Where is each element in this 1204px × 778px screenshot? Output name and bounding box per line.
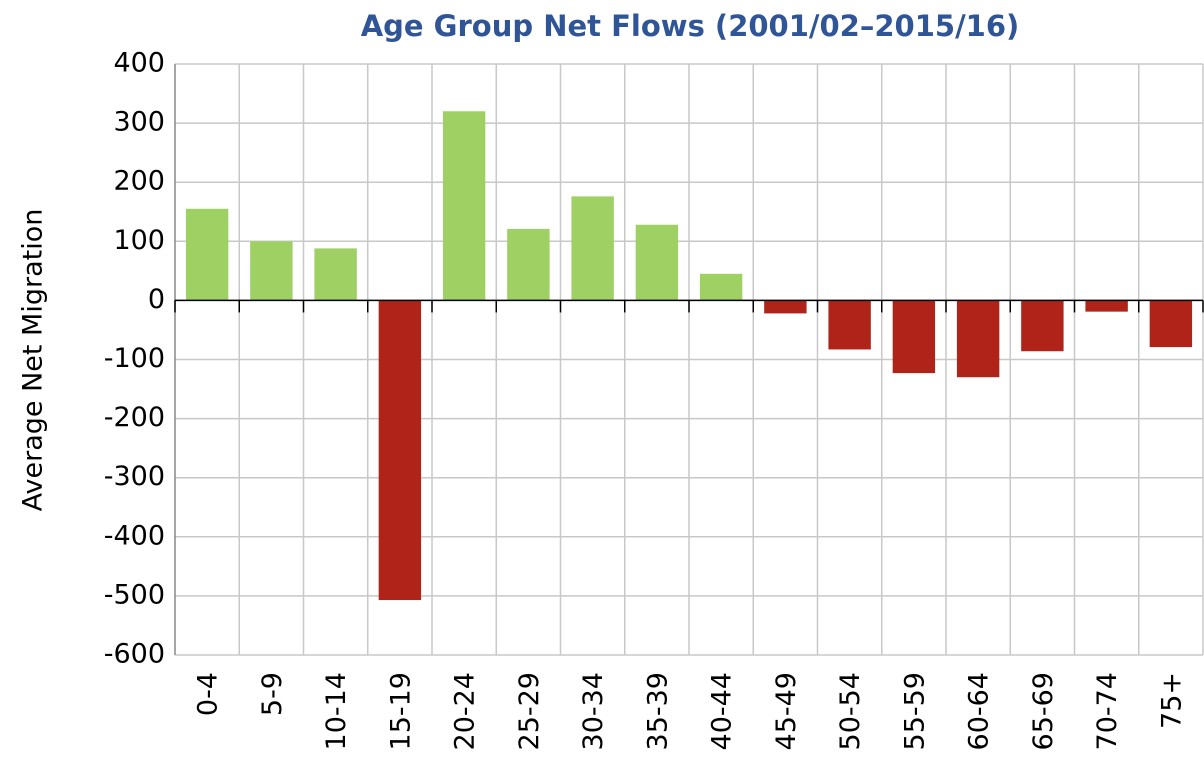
bar [956,300,1000,378]
y-tick-label: 0 [148,284,165,315]
bar [250,241,293,301]
chart-title: Age Group Net Flows (2001/02–2015/16) [361,9,1020,43]
bar [314,248,357,301]
x-tick-label: 60-64 [964,672,995,750]
y-tick-label: -100 [104,343,165,374]
y-tick-label: -400 [104,520,165,551]
bar [699,273,743,301]
x-tick-label: 0-4 [193,672,224,716]
y-tick-label: 400 [113,48,165,79]
y-tick-label: 100 [113,225,165,256]
x-tick-label: 20-24 [450,672,481,750]
y-axis-label: Average Net Migration [18,209,49,512]
x-tick-label: 25-29 [514,672,545,750]
bar [1149,300,1193,348]
y-tick-label: -200 [104,402,165,433]
bar [442,111,486,301]
y-tick-label: -600 [104,639,165,670]
bar [1021,300,1064,352]
bar [828,300,871,350]
bar [1085,300,1128,312]
x-tick-label: 10-14 [321,672,352,750]
y-tick-label: 200 [113,166,165,197]
x-tick-label: 75+ [1156,672,1187,729]
x-tick-label: 70-74 [1092,672,1123,750]
x-tick-label: 30-34 [578,672,609,750]
y-tick-label: 300 [113,107,165,138]
y-tick-label: -500 [104,579,165,610]
bar [185,208,229,301]
bar [764,300,807,314]
bar [507,228,550,301]
bar [892,300,936,374]
x-tick-label: 15-19 [385,672,416,750]
bar [571,196,614,301]
x-tick-label: 65-69 [1028,672,1059,750]
bar [635,224,679,301]
x-tick-label: 40-44 [707,672,738,750]
x-tick-label: 45-49 [771,672,802,750]
x-tick-label: 35-39 [642,672,673,750]
x-tick-label: 55-59 [899,672,930,750]
x-tick-label: 5-9 [257,672,288,716]
y-tick-label: -300 [104,461,165,492]
x-tick-label: 50-54 [835,672,866,750]
bar [378,300,422,601]
